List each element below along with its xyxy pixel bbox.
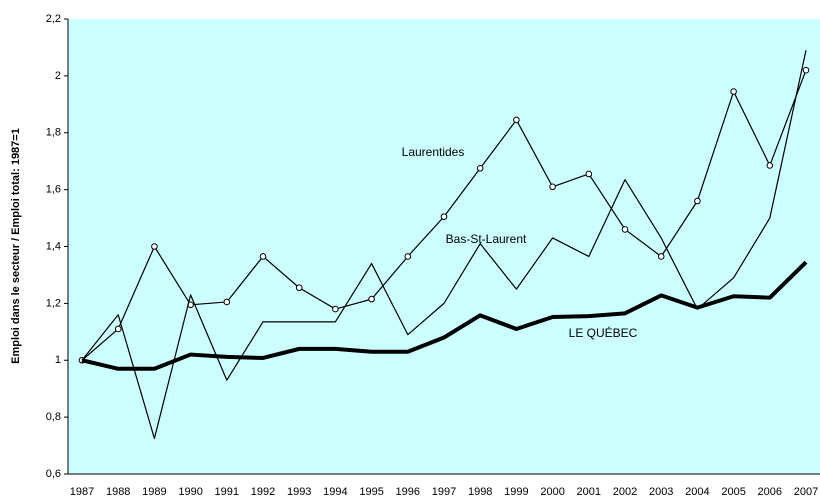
x-tick-label: 1992 [251, 486, 275, 498]
y-tick-label: 1,2 [46, 297, 61, 309]
series-label: Laurentides [402, 145, 465, 159]
y-tick-label: 0,8 [46, 411, 61, 423]
x-tick-label: 1995 [359, 486, 383, 498]
marker [114, 325, 122, 333]
x-tick-label: 1998 [468, 486, 492, 498]
marker [368, 295, 375, 303]
x-tick-label: 2007 [794, 486, 818, 498]
marker [332, 305, 339, 313]
y-tick-label: 2 [55, 70, 61, 82]
marker [259, 253, 267, 260]
marker [694, 197, 701, 205]
x-tick-label: 2004 [685, 486, 709, 498]
marker [657, 253, 665, 260]
x-tick-label: 2002 [613, 486, 637, 498]
series-label: LE QUÉBEC [569, 325, 638, 340]
x-tick-label: 2001 [577, 486, 601, 498]
x-tick-label: 2003 [649, 486, 673, 498]
x-tick-label: 1988 [106, 486, 130, 498]
marker [223, 298, 231, 306]
series-line [81, 260, 808, 371]
x-tick-label: 2006 [758, 486, 782, 498]
y-tick-label: 2,2 [46, 13, 61, 25]
marker [476, 164, 484, 172]
x-tick-label: 1990 [178, 486, 202, 498]
series-line [81, 50, 807, 440]
marker [802, 66, 810, 74]
marker [621, 226, 629, 233]
x-tick-label: 1997 [432, 486, 456, 498]
y-tick-label: 0,6 [46, 468, 61, 480]
marker [766, 162, 774, 169]
y-tick-label: 1,4 [46, 240, 61, 252]
x-tick-label: 1994 [323, 486, 347, 498]
marker [404, 253, 412, 260]
x-tick-label: 1993 [287, 486, 311, 498]
x-tick-label: 1996 [396, 486, 420, 498]
x-tick-label: 1991 [215, 486, 239, 498]
x-tick-label: 1989 [142, 486, 166, 498]
marker [295, 284, 303, 292]
marker [151, 243, 158, 250]
series-label: Bas-St-Laurent [446, 232, 527, 246]
marker [440, 213, 448, 220]
plot-area [68, 19, 820, 474]
marker [730, 88, 737, 95]
x-tick-label: 2005 [721, 486, 745, 498]
marker [513, 116, 520, 124]
y-axis-label: Emploi dans le secteur / Emploi total: 1… [10, 128, 22, 364]
y-tick-label: 1 [55, 354, 61, 366]
x-tick-label: 2000 [540, 486, 564, 498]
marker [585, 170, 593, 178]
marker [549, 183, 556, 191]
x-tick-label: 1987 [70, 486, 94, 498]
y-tick-label: 1,6 [46, 184, 61, 196]
x-tick-label: 1999 [504, 486, 528, 498]
y-tick-label: 1,8 [46, 127, 61, 139]
